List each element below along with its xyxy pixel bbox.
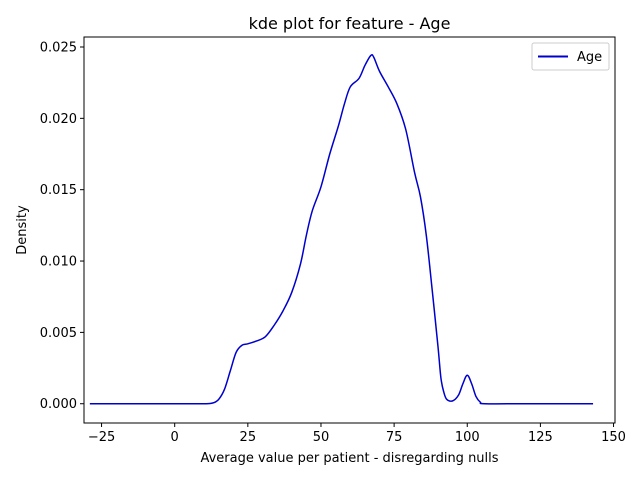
x-tick-label: 150 bbox=[601, 430, 626, 445]
plot-frame bbox=[83, 36, 616, 424]
y-tick-label: 0.010 bbox=[40, 255, 77, 270]
y-tick-label: 0.025 bbox=[40, 40, 77, 55]
x-axis-ticks: −25 0 25 50 75 100 125 150 bbox=[88, 423, 626, 445]
x-tick-label: −25 bbox=[88, 430, 115, 445]
y-tick-label: 0.005 bbox=[40, 326, 77, 341]
y-tick-label: 0.000 bbox=[40, 397, 77, 412]
x-tick-label: 100 bbox=[455, 430, 480, 445]
legend-label-age: Age bbox=[577, 50, 602, 65]
x-tick-label: 75 bbox=[386, 430, 403, 445]
legend-box bbox=[531, 42, 610, 71]
y-tick-label: 0.015 bbox=[40, 183, 77, 198]
y-axis-ticks: 0.000 0.005 0.010 0.015 0.020 0.025 bbox=[40, 40, 84, 412]
y-axis-label: Density bbox=[15, 205, 30, 255]
x-tick-label: 50 bbox=[313, 430, 330, 445]
x-tick-label: 0 bbox=[171, 430, 179, 445]
legend: Age bbox=[531, 42, 610, 71]
x-tick-label: 25 bbox=[240, 430, 257, 445]
series-line-age bbox=[89, 53, 594, 405]
x-tick-label: 125 bbox=[528, 430, 553, 445]
x-axis-label: Average value per patient - disregarding… bbox=[200, 451, 498, 466]
y-tick-label: 0.020 bbox=[40, 112, 77, 127]
chart-title: kde plot for feature - Age bbox=[249, 14, 451, 33]
